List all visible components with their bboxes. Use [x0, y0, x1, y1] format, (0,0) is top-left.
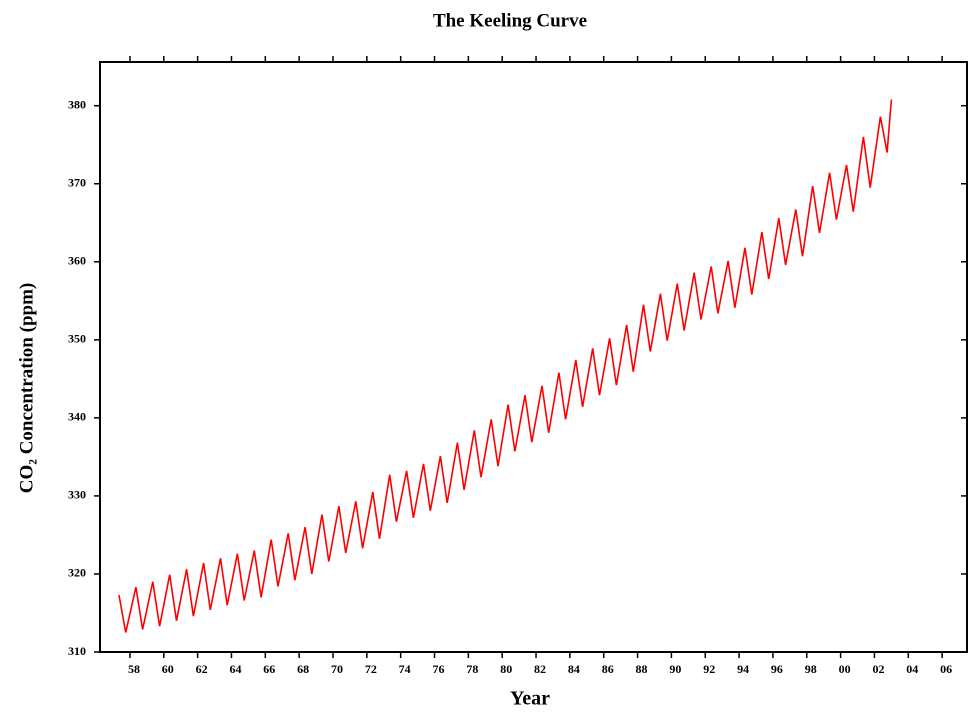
y-tick-label: 340	[68, 410, 86, 424]
y-tick-label: 360	[68, 254, 86, 268]
x-tick-label: 60	[162, 662, 174, 676]
x-tick-label: 98	[805, 662, 817, 676]
x-tick-label: 58	[128, 662, 140, 676]
x-axis-label: Year	[510, 688, 550, 710]
y-tick-label: 370	[68, 175, 86, 189]
x-tick-label: 80	[500, 662, 512, 676]
x-tick-label: 76	[433, 662, 445, 676]
y-tick-label: 350	[68, 332, 86, 346]
x-tick-label: 78	[466, 662, 478, 676]
y-tick-label: 380	[68, 97, 86, 111]
x-tick-label: 64	[229, 662, 241, 676]
x-tick-label: 04	[906, 662, 918, 676]
x-tick-label: 02	[872, 662, 884, 676]
x-tick-label: 68	[297, 662, 309, 676]
y-tick-label: 320	[68, 566, 86, 580]
x-tick-label: 96	[771, 662, 783, 676]
y-tick-label: 330	[68, 488, 86, 502]
x-tick-label: 00	[839, 662, 851, 676]
chart-title: The Keeling Curve	[433, 10, 587, 31]
x-tick-label: 72	[365, 662, 377, 676]
x-tick-label: 88	[636, 662, 648, 676]
x-tick-label: 94	[737, 662, 749, 676]
x-tick-label: 06	[940, 662, 952, 676]
plot-frame	[99, 61, 968, 653]
x-tick-label: 62	[196, 662, 208, 676]
x-tick-label: 82	[534, 662, 546, 676]
x-tick-label: 74	[399, 662, 411, 676]
x-tick-label: 90	[669, 662, 681, 676]
x-tick-label: 70	[331, 662, 343, 676]
x-tick-label: 84	[568, 662, 580, 676]
data-line	[118, 99, 893, 633]
x-tick-label: 86	[602, 662, 614, 676]
y-tick-label: 310	[68, 644, 86, 658]
y-axis-label: CO₂ Concentration (ppm)	[16, 283, 37, 493]
x-tick-label: 92	[703, 662, 715, 676]
x-tick-label: 66	[263, 662, 275, 676]
